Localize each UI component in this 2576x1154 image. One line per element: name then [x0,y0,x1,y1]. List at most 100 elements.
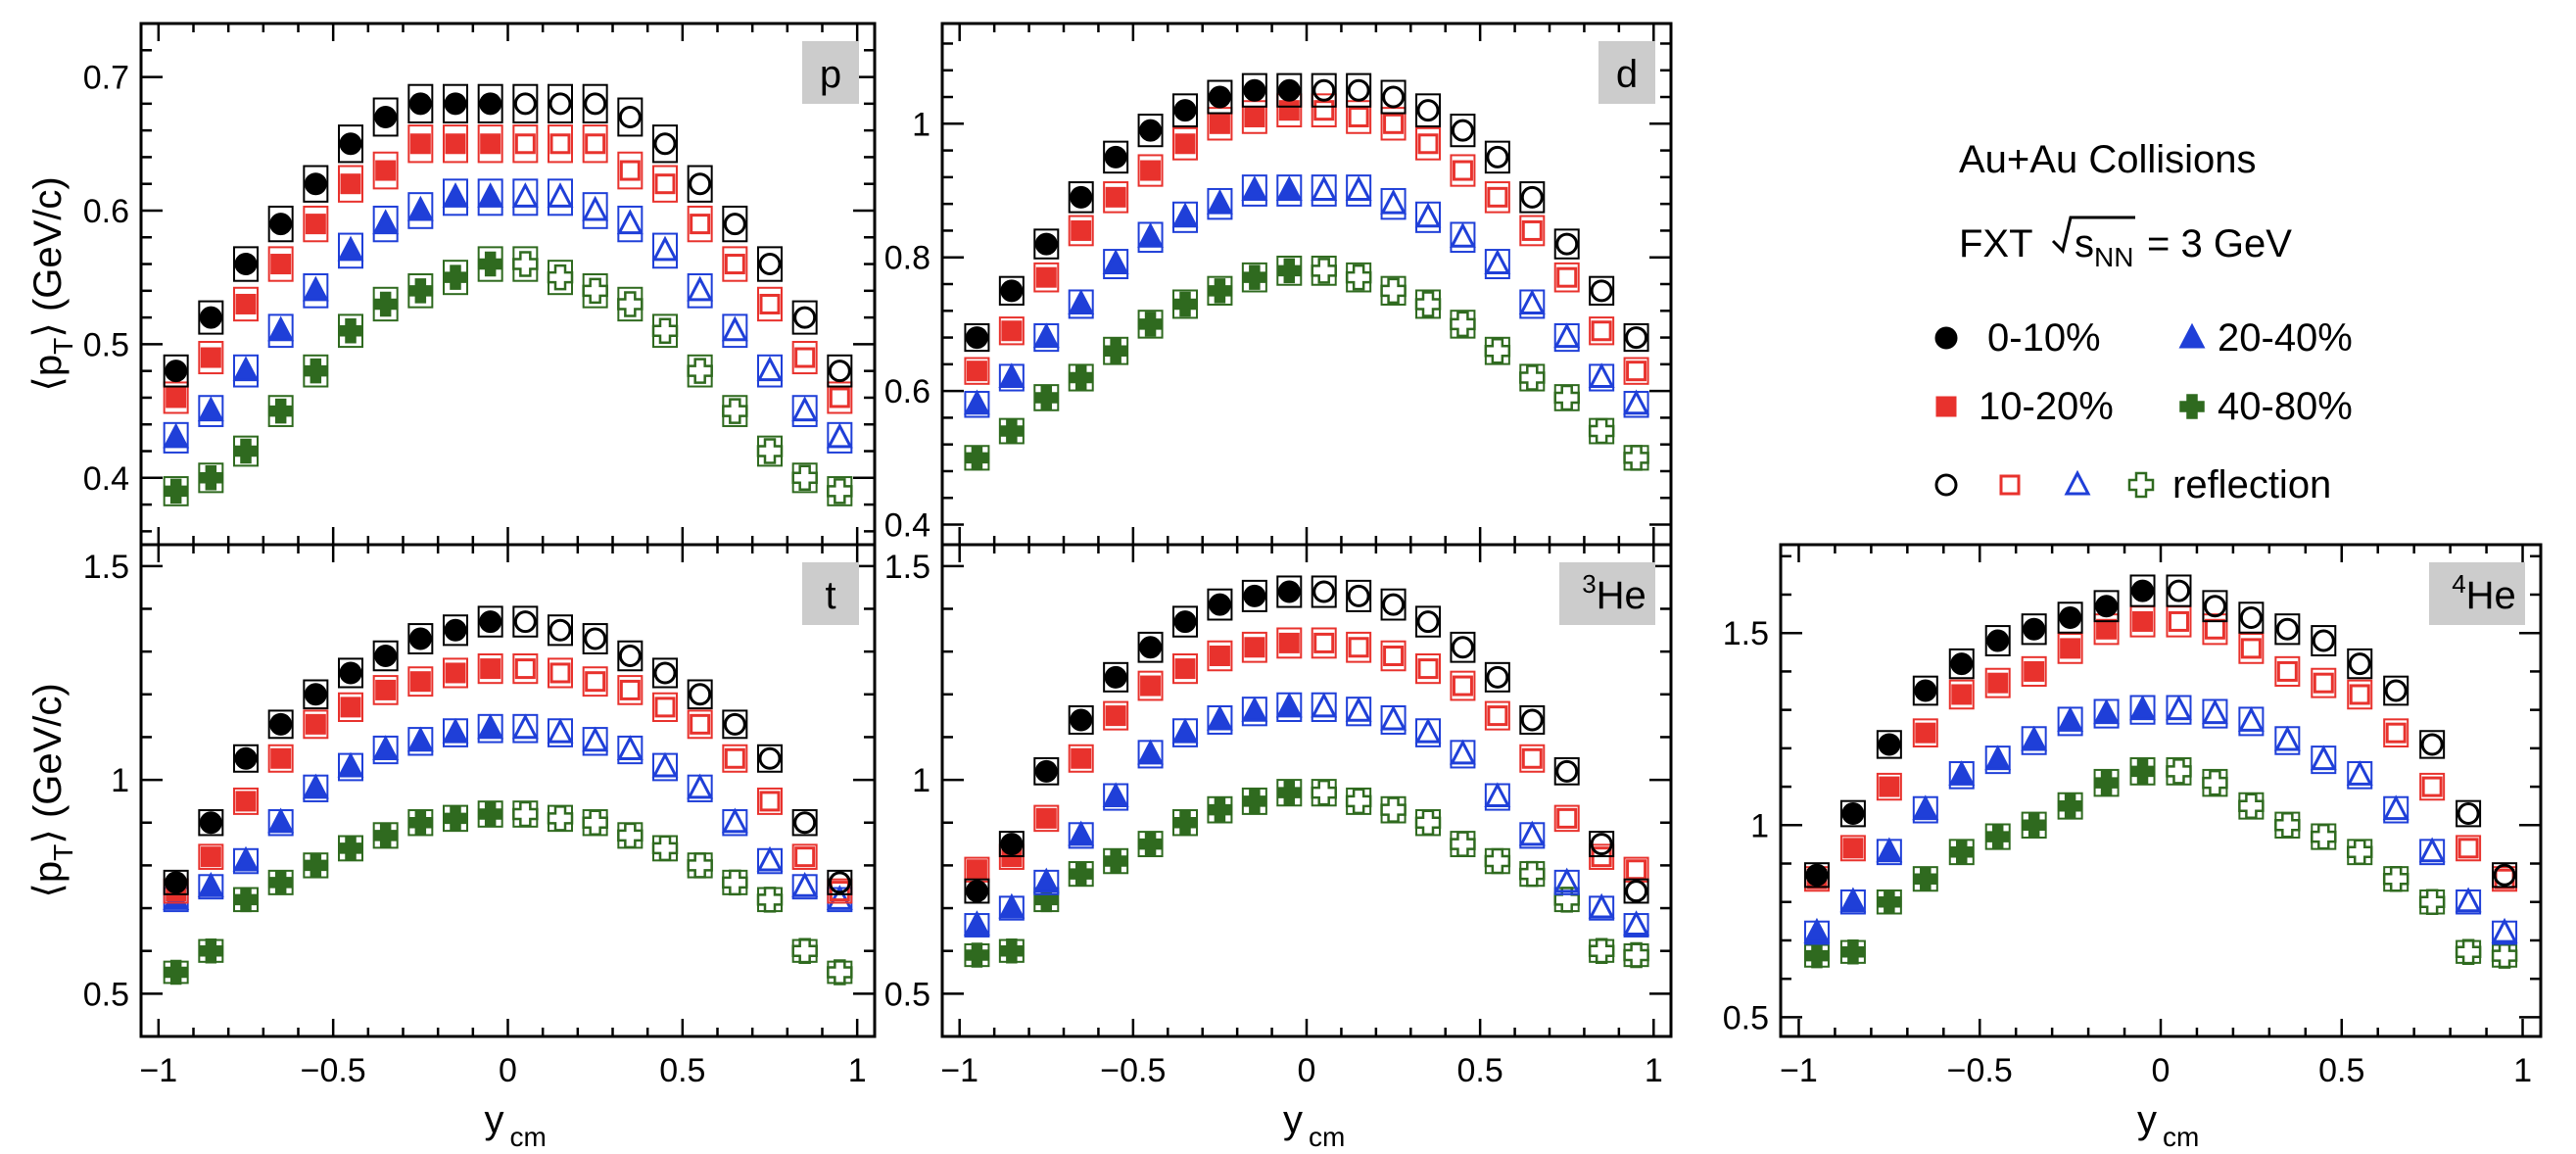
panel-t-point-20-40 [232,845,260,872]
panel-d-point-reflected-10-20 [1452,160,1473,181]
panel-p-ytick-label: 0.7 [83,60,129,97]
panel-4he-syst-box-reflected [2311,667,2337,698]
panel-4he-xtick-label: −1 [1780,1052,1818,1089]
panel-4he-syst-box [2057,601,2083,634]
panels: 0.4 0.5 0.6 0.7 ⟨pT⟩ (GeV/c) p 0.4 0.6 0.8 1 d −1 −0… [26,22,2543,1152]
panel-4he-series-20-40 [1803,695,2518,945]
panel-d-syst-box-reflected [1484,140,1510,174]
panel-3he-point-reflected-0-10 [1486,665,1509,689]
panel-d-syst-box-reflected [1519,363,1546,392]
panel-p-point-10-20 [409,133,431,155]
panel-3he-point-reflected-20-40 [1311,692,1338,718]
panel-t-syst-box-reflected [687,709,713,740]
panel-3he-syst-box-reflected [1311,575,1337,608]
panel-4he-point-reflected-40-80 [2166,758,2192,785]
panel-p-point-0-10 [479,92,502,116]
panel-d-point-10-20 [1174,133,1196,155]
panel-d-syst-box-reflected [1311,72,1337,108]
panel-d-point-40-80 [964,445,990,471]
panel-p-point-reflected-20-40 [651,235,679,262]
panel-p-syst-box-reflected [512,178,539,216]
panel-t-xtick-label: 0.5 [659,1052,705,1089]
panel-d-point-0-10 [1000,279,1024,303]
panel-3he-point-reflected-0-10 [1416,610,1440,634]
panel-t-syst-box [443,657,468,689]
panel-3he-particle-box [1559,562,1655,625]
panel-d-syst-box [1276,174,1303,207]
panel-d-point-20-40 [1171,202,1199,228]
panel-t-frame [139,543,877,1038]
panel-p-syst-box-reflected [791,300,818,335]
panel-t-point-reflected-0-10 [758,746,782,770]
panel-d-point-reflected-40-80 [1484,337,1511,364]
panel-t-series-20-40 [163,713,853,913]
panel-d-point-reflected-40-80 [1414,291,1442,317]
panel-p-point-reflected-10-20 [549,133,571,155]
panel-4he-point-reflected-10-20 [2421,776,2443,797]
panel-4he-point-40-80 [1913,866,1938,891]
panel-p: 0.4 0.5 0.6 0.7 ⟨pT⟩ (GeV/c) p [26,22,877,547]
panel-p-point-40-80 [407,278,434,304]
panel-3he-syst-box-reflected [1484,661,1510,693]
panel-4he-point-0-10 [1986,629,2010,652]
panel-4he-point-0-10 [2059,606,2082,630]
panel-d-syst-box-reflected [1519,181,1546,214]
panel-p-point-10-20 [235,293,257,314]
panel-4he-point-0-10 [1805,863,1829,887]
panel-p-point-reflected-0-10 [758,253,782,276]
panel-t-point-reflected-0-10 [723,712,746,736]
panel-3he-point-reflected-0-10 [1625,880,1648,903]
panel-3he-series-0-10 [964,575,1649,904]
panel-t-point-reflected-20-40 [547,717,574,744]
panel-3he-series-20-40 [963,692,1650,938]
panel-3he-point-20-40 [1275,692,1303,718]
panel-p-point-40-80 [233,438,259,464]
panel-d-syst-box [1241,174,1267,207]
panel-3he-point-0-10 [1139,636,1163,659]
legend: Au+Au Collisions FXT s NN = 3 GeV 0-10% … [1934,138,2353,506]
sqrt-sign-icon [2051,216,2135,254]
panel-3he-series-10-20 [964,627,1649,883]
panel-p-point-reflected-10-20 [585,133,606,155]
panel-t-syst-box [407,666,434,697]
panel-3he-syst-box-reflected [1484,700,1510,731]
panel-d-syst-box [998,275,1025,306]
panel-3he-point-0-10 [1208,593,1231,616]
panel-4he-point-40-80 [2093,770,2120,795]
panel-p-point-reflected-0-10 [653,132,677,156]
panel-p-point-20-40 [302,275,329,302]
panel-d-syst-box-reflected [1553,384,1580,411]
panel-p-particle-label: p [820,53,841,96]
panel-3he-point-reflected-0-10 [1451,636,1474,659]
panel-p-syst-box [267,246,294,282]
panel-4he-series-10-20 [1803,605,2518,892]
panel-4he-point-reflected-10-20 [2385,722,2407,744]
panel-3he-xtick-label: −0.5 [1100,1052,1166,1089]
panel-t-point-reflected-40-80 [791,938,818,964]
panel-p-syst-box [233,286,259,322]
panel-4he-point-reflected-0-10 [2384,679,2408,702]
panel-p-point-40-80 [303,358,329,384]
panel-4he-syst-box [1984,667,2011,698]
panel-d-point-reflected-0-10 [1555,232,1579,256]
panel-p-syst-box [372,205,399,243]
panel-d-syst-box-reflected [1519,215,1546,247]
panel-d-syst-box [1137,114,1164,148]
panel-3he-point-reflected-10-20 [1452,675,1473,697]
panel-3he-syst-box [1033,757,1060,786]
panel-d-point-reflected-10-20 [1556,266,1578,288]
panel-d-ytick-label: 0.8 [884,240,930,277]
panel-t-particle-label: t [825,574,835,617]
panel-p-point-reflected-0-10 [549,92,572,116]
panel-d-point-reflected-10-20 [1521,219,1543,241]
panel-p-syst-box-reflected [548,83,573,123]
panel-p-syst-box-reflected [582,83,608,123]
panel-d-point-0-10 [1139,119,1163,142]
panel-4he-point-40-80 [2057,793,2083,819]
panel-t-point-40-80 [443,805,468,832]
panel-d-series-40-80 [964,255,1649,471]
panel-d-syst-box-reflected [1450,114,1476,148]
panel-4he-point-40-80 [1949,840,1975,865]
panel-d-point-20-40 [1206,188,1233,215]
panel-4he-point-reflected-10-20 [2349,684,2370,705]
